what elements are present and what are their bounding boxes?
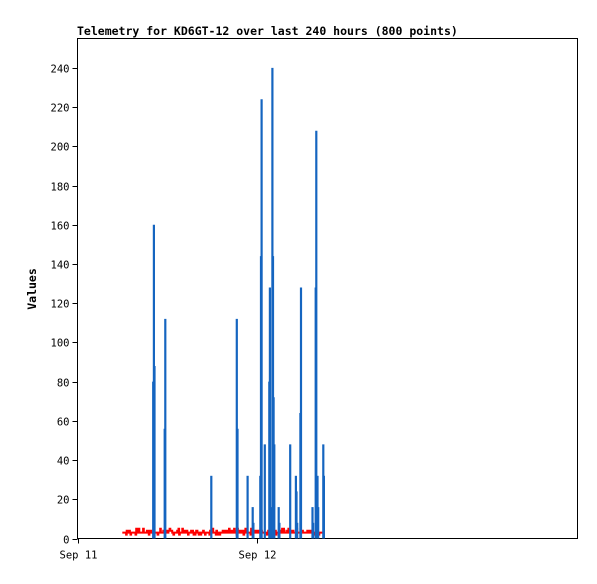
y-tick-label: 180 bbox=[51, 182, 70, 194]
y-tick-label: 100 bbox=[51, 338, 70, 350]
y-tick-label: 60 bbox=[57, 417, 70, 429]
y-tick-label: 80 bbox=[57, 378, 70, 390]
y-tick-label: 240 bbox=[51, 64, 70, 76]
y-axis: 0 20 40 60 80 100 120 140 160 180 200 220 240 bbox=[51, 64, 78, 547]
chart-title: Telemetry for KD6GT-12 over last 240 hou… bbox=[77, 24, 458, 38]
plot-frame bbox=[77, 38, 578, 539]
y-tick-label: 20 bbox=[57, 495, 70, 507]
y-tick-label: 0 bbox=[63, 535, 69, 547]
red-series bbox=[122, 527, 325, 536]
red-series-line bbox=[122, 527, 325, 536]
x-axis: Sep 11 Sep 12 bbox=[60, 538, 277, 562]
blue-series bbox=[152, 67, 325, 539]
y-tick-label: 160 bbox=[51, 221, 70, 233]
y-tick-label: 120 bbox=[51, 299, 70, 311]
y-axis-label: Values bbox=[25, 268, 39, 310]
x-tick-label: Sep 11 bbox=[60, 550, 98, 562]
y-tick-label: 220 bbox=[51, 103, 70, 115]
y-tick-label: 140 bbox=[51, 260, 70, 272]
x-tick-label: Sep 12 bbox=[239, 550, 277, 562]
y-tick-label: 40 bbox=[57, 456, 70, 468]
y-tick-label: 200 bbox=[51, 142, 70, 154]
